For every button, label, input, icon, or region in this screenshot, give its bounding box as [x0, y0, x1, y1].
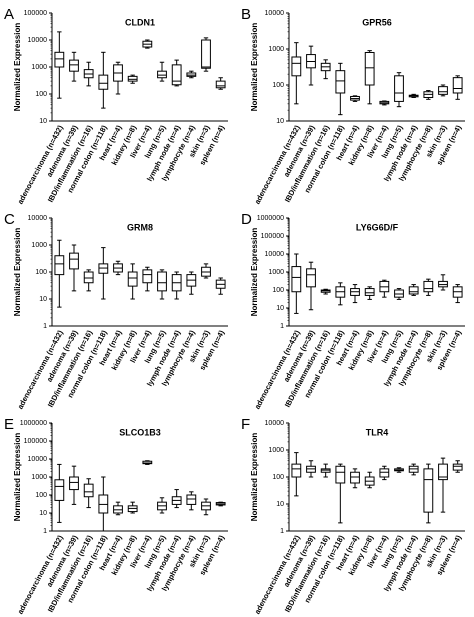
- chart-title: TLR4: [366, 427, 389, 437]
- y-tick-label: 10: [276, 305, 284, 312]
- box: [157, 271, 167, 292]
- box: [350, 471, 360, 484]
- y-tick-label: 10000: [28, 215, 48, 222]
- y-tick-label: 1: [280, 528, 284, 535]
- box: [171, 64, 182, 86]
- y-tick-label: 10000: [28, 456, 48, 463]
- y-tick-label: 100: [272, 287, 284, 294]
- box: [394, 75, 404, 102]
- box: [379, 468, 390, 478]
- box: [83, 271, 94, 284]
- box: [452, 77, 463, 94]
- box: [364, 288, 375, 296]
- box: [54, 51, 65, 68]
- y-axis-label: Normalized Expression: [250, 23, 259, 112]
- box: [423, 468, 434, 513]
- panel: E SLCO1B3 Normalized Expression 1 10 100 1000 1…: [4, 416, 228, 616]
- y-tick-label: 100000: [261, 233, 284, 240]
- box: [54, 255, 65, 276]
- box: [127, 75, 138, 82]
- y-tick-label: 100000: [24, 10, 47, 17]
- panel: B GPR56 Normalized Expression 10 100 1000 1000…: [241, 6, 465, 206]
- box: [186, 494, 197, 505]
- panel: A CLDN1 Normalized Expression 10 100 1000 1000…: [4, 6, 228, 206]
- chart-title: SLCO1B3: [119, 427, 161, 437]
- y-tick-label: 1: [280, 323, 284, 330]
- box: [306, 268, 316, 288]
- y-tick-label: 1000: [31, 474, 47, 481]
- chart-title: LY6G6D/F: [356, 222, 399, 232]
- panel-letter: A: [4, 6, 14, 23]
- box: [452, 463, 463, 471]
- y-tick-label: 1000000: [20, 420, 47, 427]
- y-tick-label: 10: [39, 118, 47, 125]
- box: [142, 269, 153, 284]
- box: [54, 479, 65, 501]
- y-tick-label: 100: [35, 91, 47, 98]
- panel: D LY6G6D/F Normalized Expression 1 10 100 1000…: [241, 211, 465, 411]
- panel-letter: D: [241, 211, 252, 228]
- box: [69, 476, 79, 491]
- box: [364, 51, 375, 86]
- chart-title: GPR56: [362, 17, 392, 27]
- y-tick-label: 100: [35, 269, 47, 276]
- box: [291, 266, 302, 293]
- box: [335, 70, 346, 94]
- y-axis-label: Normalized Expression: [13, 23, 22, 112]
- y-tick-label: 1000: [31, 242, 47, 249]
- y-axis-label: Normalized Expression: [13, 228, 22, 317]
- box: [142, 460, 153, 465]
- panel-letter: C: [4, 211, 15, 228]
- y-tick-label: 1: [43, 323, 47, 330]
- panel: C GRM8 Normalized Expression 1 10 100 1000 1000…: [4, 211, 228, 411]
- y-tick-label: 10000: [265, 420, 285, 427]
- y-tick-label: 10: [39, 510, 47, 517]
- box: [69, 252, 79, 270]
- box: [438, 86, 448, 95]
- box: [98, 74, 109, 90]
- panel: F TLR4 Normalized Expression 1 10 100 1000 1000…: [241, 416, 465, 616]
- y-tick-label: 1000: [31, 64, 47, 71]
- panel-letter: E: [4, 416, 14, 433]
- box: [408, 286, 419, 295]
- chart-title: CLDN1: [125, 17, 155, 27]
- box: [438, 463, 448, 481]
- box: [157, 70, 167, 79]
- box: [423, 280, 434, 293]
- box: [127, 271, 138, 287]
- box: [335, 465, 346, 484]
- y-axis-label: Normalized Expression: [250, 433, 259, 522]
- box: [291, 56, 302, 77]
- y-tick-label: 100: [272, 474, 284, 481]
- y-tick-label: 10: [276, 118, 284, 125]
- y-tick-label: 1000000: [257, 215, 284, 222]
- y-tick-label: 1000: [268, 46, 284, 53]
- box: [291, 463, 302, 478]
- y-axis-label: Normalized Expression: [13, 433, 22, 522]
- y-tick-label: 1000: [268, 447, 284, 454]
- y-tick-label: 10000: [265, 251, 285, 258]
- y-tick-label: 10000: [265, 10, 285, 17]
- panel-letter: F: [241, 416, 250, 433]
- box: [83, 483, 94, 498]
- panel-letter: B: [241, 6, 251, 23]
- y-tick-label: 100: [272, 82, 284, 89]
- box: [201, 39, 211, 69]
- y-tick-label: 10: [276, 501, 284, 508]
- box: [215, 80, 226, 89]
- box: [69, 59, 79, 72]
- chart-title: GRM8: [127, 222, 153, 232]
- y-tick-label: 10000: [28, 37, 48, 44]
- y-tick-label: 100000: [24, 438, 47, 445]
- y-tick-label: 100: [35, 492, 47, 499]
- y-tick-label: 1000: [268, 269, 284, 276]
- y-axis-label: Normalized Expression: [250, 228, 259, 317]
- y-tick-label: 10: [39, 296, 47, 303]
- y-tick-label: 1: [43, 528, 47, 535]
